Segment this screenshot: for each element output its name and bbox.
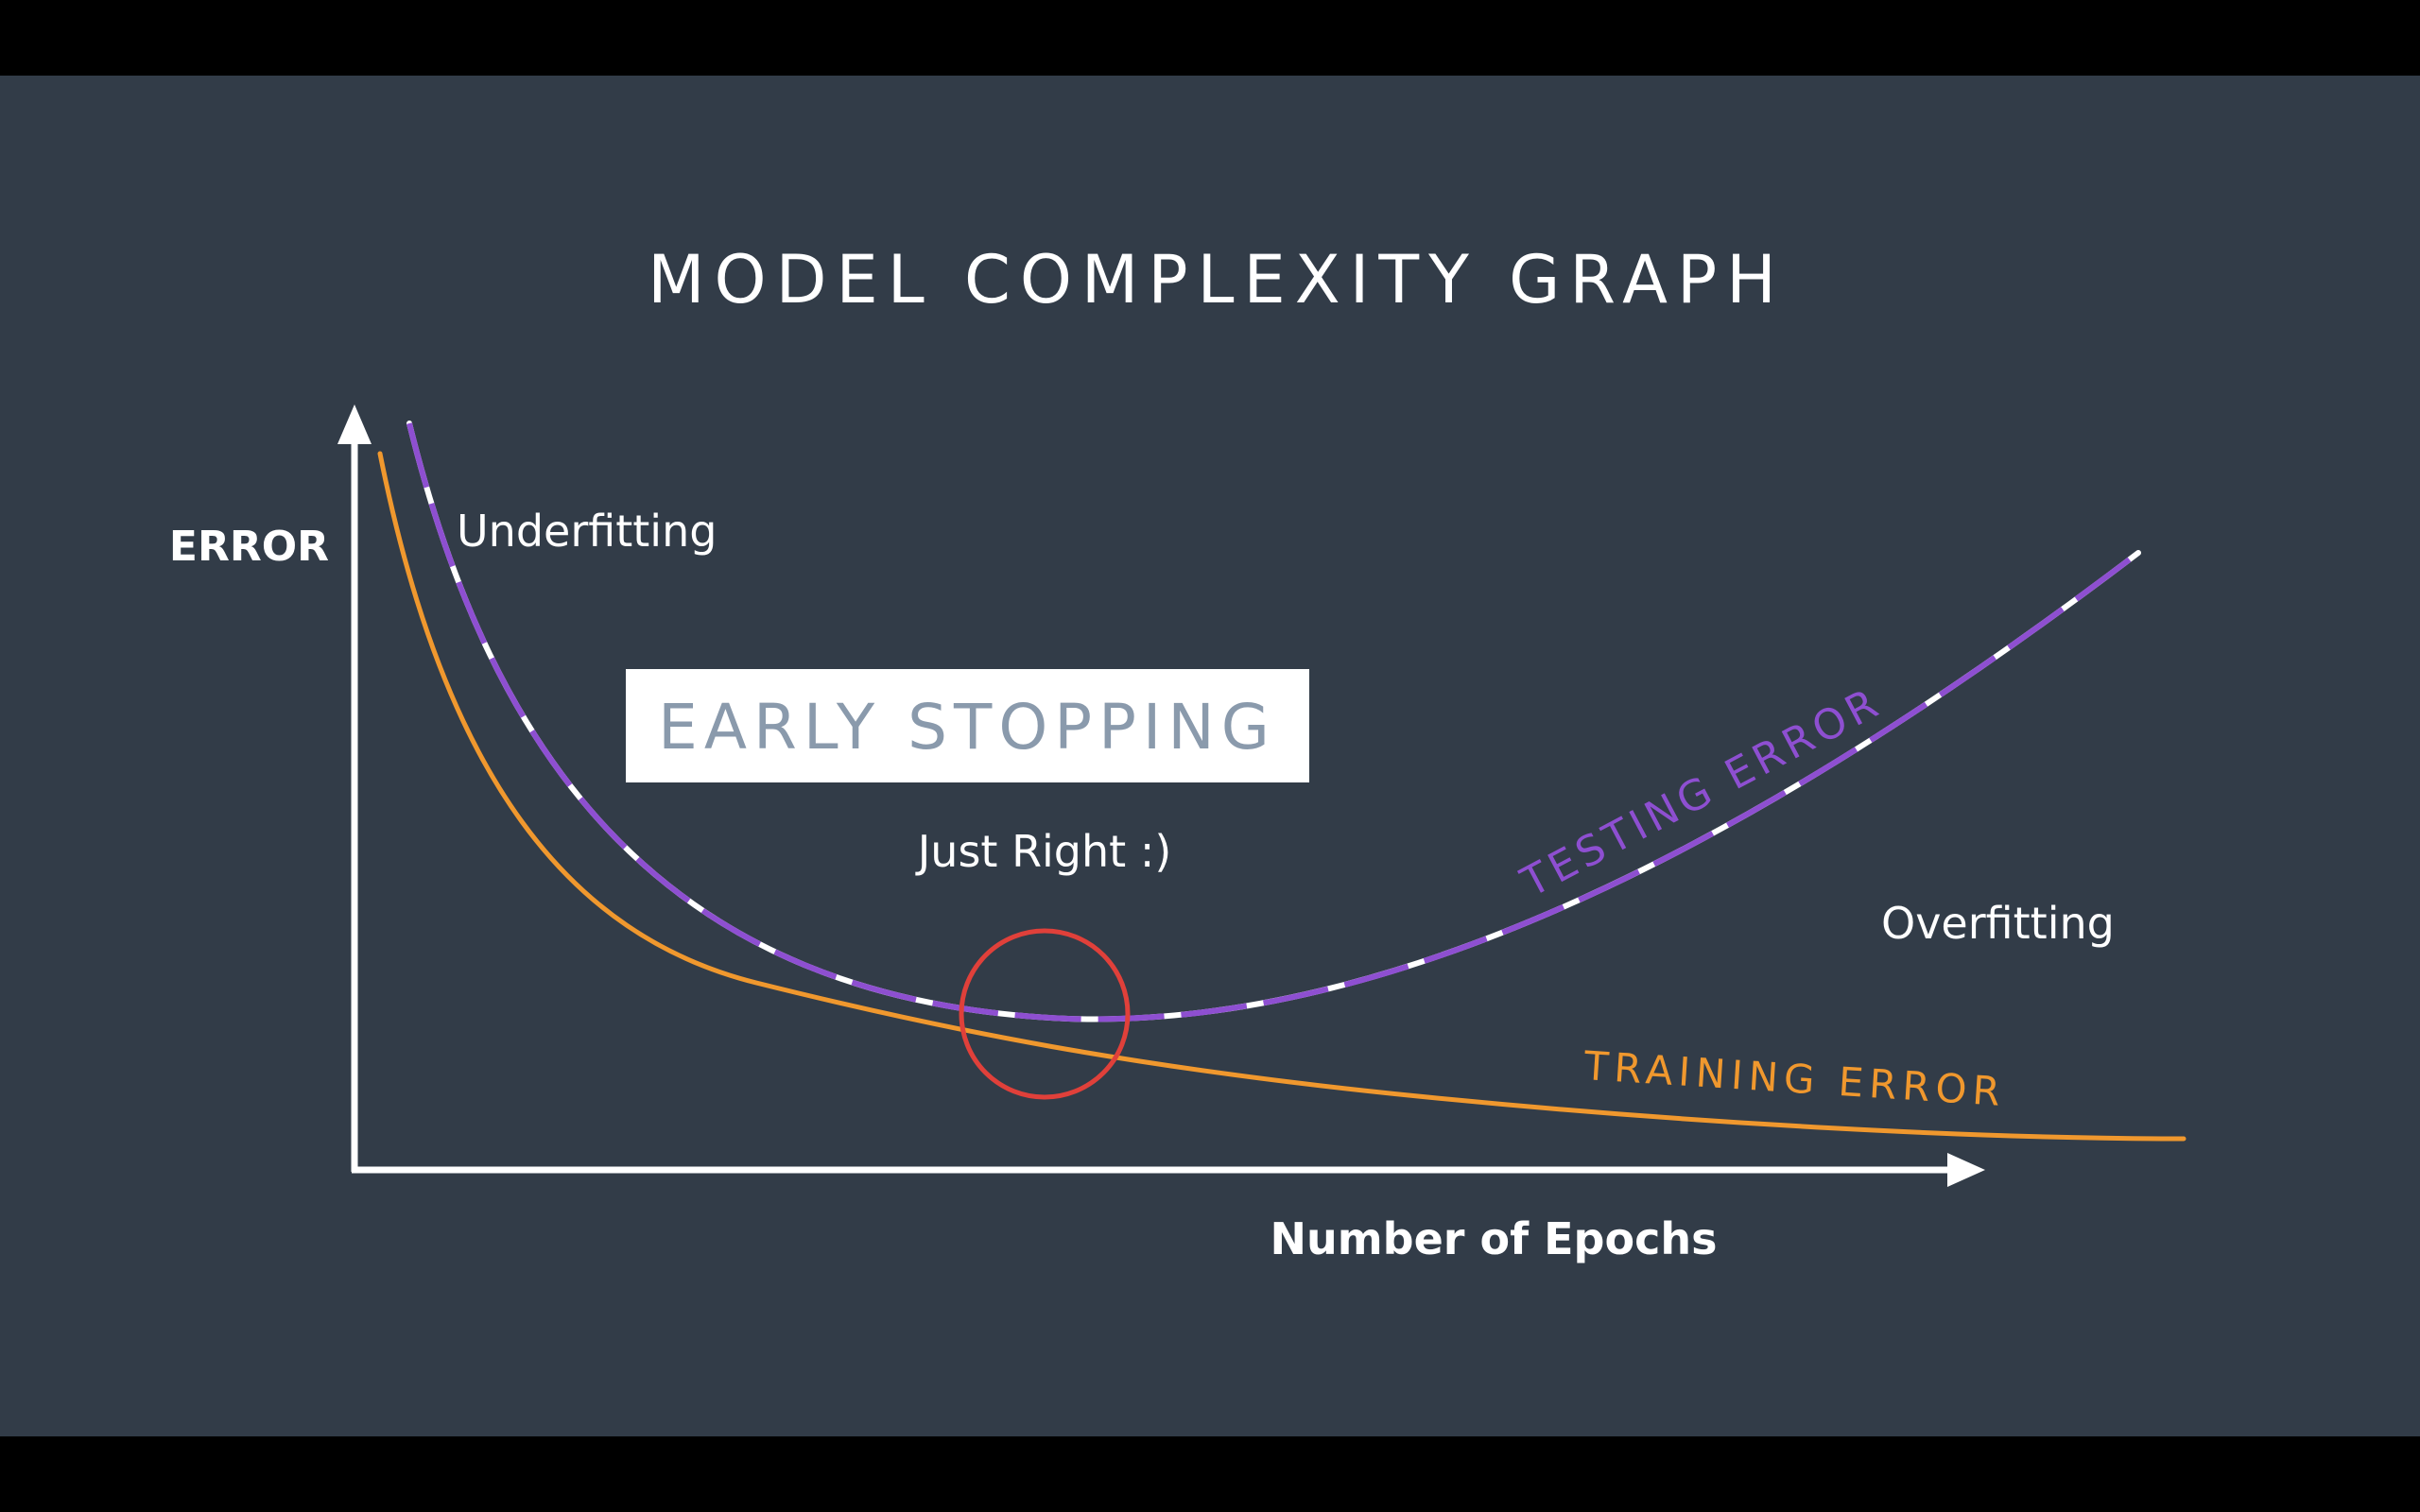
underfitting-label: Underfitting (457, 506, 717, 557)
y-axis-arrowhead (337, 404, 372, 444)
early-stopping-marker-circle (959, 928, 1131, 1100)
testing-error-curve-dashes (406, 422, 2140, 1022)
y-axis-label: ERROR (169, 523, 329, 571)
early-stopping-callout-text: EARLY STOPPING (658, 691, 1276, 764)
early-stopping-callout-box (626, 669, 1309, 782)
training-error-curve (377, 451, 2187, 1142)
overfitting-label: Overfitting (1881, 898, 2115, 949)
x-axis-arrowhead (1947, 1153, 1985, 1187)
letterbox-top-bar (0, 0, 2420, 76)
axes (337, 404, 1985, 1187)
just-right-label: Just Right :) (915, 826, 1172, 877)
slide-title: MODEL COMPLEXITY GRAPH (648, 241, 1786, 318)
x-axis-label: Number of Epochs (1270, 1213, 1718, 1264)
letterbox-bottom-bar (0, 1436, 2420, 1512)
